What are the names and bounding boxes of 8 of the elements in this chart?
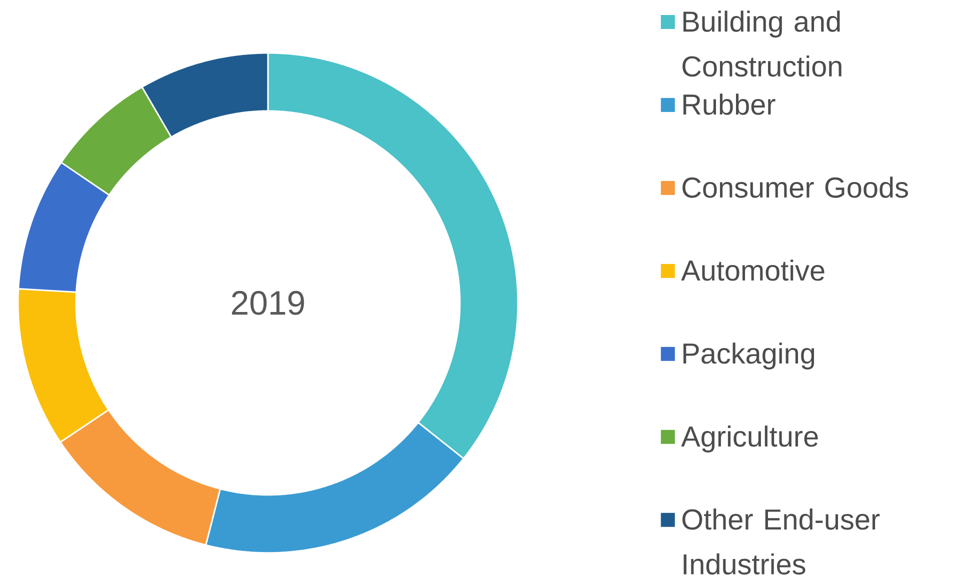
legend-label: Rubber bbox=[683, 94, 776, 115]
legend-label: Building and Construction bbox=[682, 10, 842, 77]
legend-label: Consumer Goods bbox=[682, 176, 908, 198]
text: 2019 bbox=[232, 291, 304, 315]
legend-label: Other End-user Industries bbox=[682, 508, 880, 575]
legend-label: Packaging bbox=[683, 342, 814, 370]
legend-label: Agriculture bbox=[681, 426, 818, 453]
legend-label: Automotive bbox=[681, 260, 824, 281]
